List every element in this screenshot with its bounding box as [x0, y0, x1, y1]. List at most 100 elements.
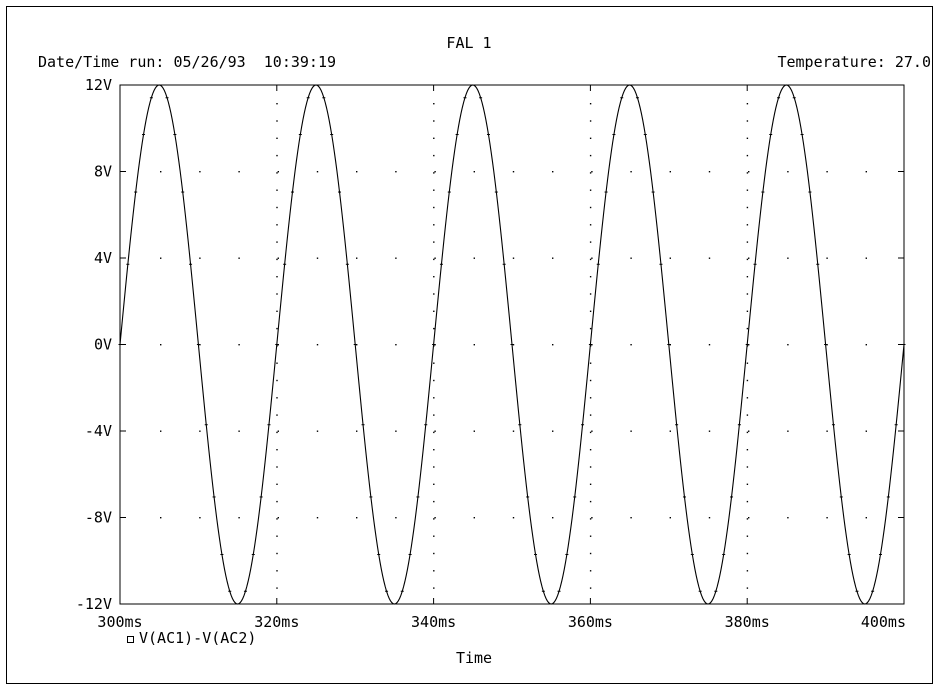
grid-dot [552, 171, 554, 173]
grid-dot [865, 344, 867, 346]
grid-dot [552, 344, 554, 346]
grid-dot [746, 449, 749, 451]
grid-dot [589, 258, 592, 261]
grid-dot [433, 500, 435, 503]
grid-dot [356, 430, 358, 432]
grid-dot [276, 241, 278, 243]
grid-dot [589, 466, 592, 468]
grid-dot [787, 517, 789, 519]
grid-dot [160, 430, 162, 432]
grid-dot [276, 293, 278, 295]
grid-dot [746, 154, 749, 157]
grid-dot [589, 224, 592, 226]
grid-dot [669, 171, 671, 173]
grid-dot [395, 344, 397, 346]
grid-dot [433, 103, 435, 105]
grid-dot [746, 206, 749, 209]
grid-dot [589, 414, 592, 416]
grid-dot [276, 276, 278, 278]
grid-dot [276, 310, 278, 312]
grid-dot [433, 466, 435, 468]
grid-dot [746, 431, 749, 434]
grid-dot [276, 258, 278, 261]
y-tick-label: 0V [94, 336, 112, 354]
grid-dot [746, 103, 749, 105]
grid-dot [552, 430, 554, 432]
grid-dot [630, 344, 632, 346]
x-tick-label: 400ms [861, 613, 906, 631]
grid-dot [276, 206, 278, 209]
grid-dot [276, 362, 278, 364]
grid-dot [552, 257, 554, 259]
series-layer [118, 84, 906, 605]
grid-dot [473, 430, 475, 432]
grid-dot [160, 517, 162, 519]
grid-dot [276, 189, 278, 191]
grid-dot [160, 257, 162, 259]
grid-dot [589, 449, 592, 451]
grid-dot [356, 257, 358, 259]
grid-dot [160, 344, 162, 346]
grid-dot [238, 344, 240, 346]
grid-dot [865, 257, 867, 259]
grid-dot [787, 430, 789, 432]
grid-dot [865, 517, 867, 519]
legend-label: V(AC1)-V(AC2) [139, 629, 256, 647]
grid-dot [589, 362, 592, 364]
x-tick-label: 340ms [411, 613, 456, 631]
grid-dot [277, 257, 279, 259]
grid-dot [433, 137, 435, 139]
grid-dot [591, 430, 593, 432]
grid-dot [276, 172, 278, 174]
grid-dot [277, 517, 279, 519]
grid-dot [746, 310, 749, 312]
grid-dot [238, 430, 240, 432]
grid-dot [512, 257, 515, 259]
grid-dot [433, 206, 435, 209]
grid-dot [433, 587, 435, 589]
grid-dot [669, 517, 671, 519]
grid-dot [433, 414, 435, 416]
grid-dot [589, 431, 592, 434]
chart-title: FAL 1 [446, 34, 491, 52]
grid-dot [276, 379, 278, 382]
grid-dot [826, 344, 828, 346]
grid-dot [395, 517, 397, 519]
grid-dot [826, 171, 828, 173]
grid-dot [238, 171, 240, 173]
grid-dot [591, 517, 593, 519]
grid-dot [746, 258, 749, 261]
grid-dot [669, 430, 671, 432]
grid-dot [589, 587, 592, 589]
grid-dot [589, 154, 592, 157]
grid-dot [276, 224, 278, 226]
grid-dot [746, 362, 749, 364]
grid-dot [708, 171, 711, 173]
y-tick-label: -4V [85, 422, 112, 440]
grid-dot [589, 276, 592, 278]
y-axis: 12V 8V 4V 0V -4V -8V -12V [76, 76, 904, 613]
grid-dot [746, 327, 749, 330]
grid-dot [276, 518, 278, 520]
grid-dot [591, 257, 593, 259]
grid-dot [589, 500, 592, 503]
grid-dot [199, 517, 201, 519]
grid-dot [433, 449, 435, 451]
grid-dot [746, 137, 749, 139]
grid-dot [589, 552, 592, 555]
grid-dot [630, 257, 632, 259]
grid-dot [276, 103, 278, 105]
grid-dot [276, 587, 278, 589]
grid-dot [826, 257, 828, 259]
grid-dot [746, 120, 749, 122]
grid-dot [433, 483, 435, 485]
grid-dot [160, 171, 162, 173]
grid-dot [433, 570, 435, 572]
grid-dot [276, 154, 278, 157]
grid-dot [630, 171, 632, 173]
grid-dot [433, 362, 435, 364]
grid-dot [746, 466, 749, 468]
grid-dot [433, 258, 435, 261]
grid-dot [276, 552, 278, 555]
